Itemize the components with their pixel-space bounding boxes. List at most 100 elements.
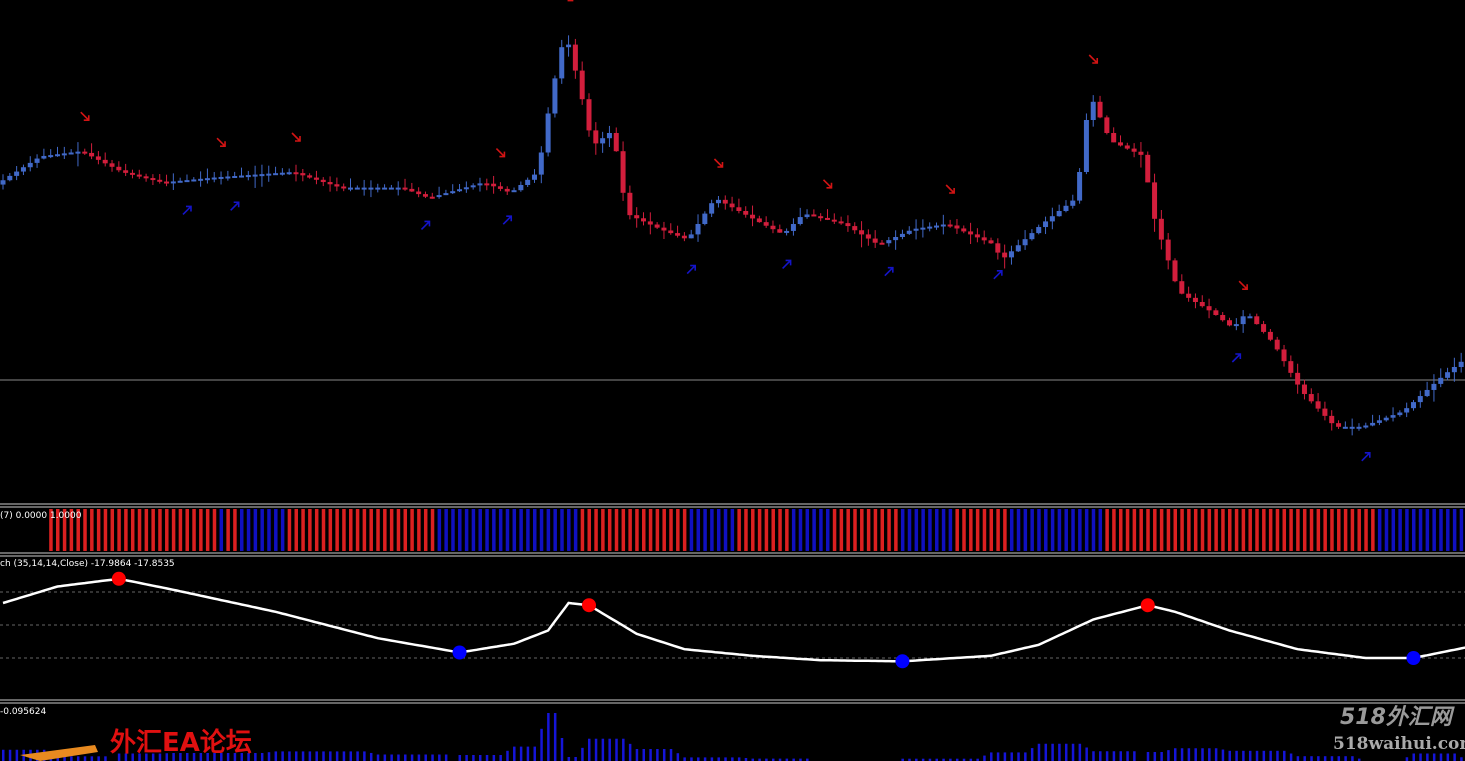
bear-candle [409,188,415,192]
trend-bar [730,509,735,551]
buy-arrow-icon [1231,353,1242,363]
histogram-bar [220,753,223,761]
bull-candle [245,175,251,178]
histogram-bar [1330,756,1334,761]
histogram-bar [1024,752,1027,761]
histogram-bar [342,751,346,761]
bull-candle [232,176,238,179]
trend-bar [1425,509,1430,551]
bear-candle [82,151,88,154]
oscillator-high-dot [582,598,596,613]
trend-bar [1166,509,1171,551]
trend-bar [914,509,919,551]
trend-bar [989,509,994,551]
histogram-bar [703,757,707,761]
trend-bar [880,509,884,551]
histogram-bar [2,749,5,761]
bull-candle [443,193,449,196]
trend-bar [1044,509,1048,551]
histogram-bar [1194,748,1197,761]
bear-candle [654,224,660,228]
bull-candle [450,191,456,194]
histogram-bar [8,749,12,761]
bear-candle [293,172,299,175]
histogram-bar [1269,750,1272,761]
bull-candle [75,151,81,154]
trend-bar [76,509,80,551]
buy-arrow-icon [182,205,192,216]
histogram-bar [1460,757,1463,761]
histogram-bar [158,753,162,761]
trend-bar [996,509,1000,551]
trend-bar [723,509,728,551]
histogram-bar [744,758,748,761]
trend-bar [212,509,217,551]
bear-candle [1329,415,1335,424]
bull-candle [477,183,483,186]
histogram-bar [329,751,332,761]
trend-bar [860,509,864,551]
bear-candle [89,152,95,157]
trend-bar [1016,509,1021,551]
trend-bar [1364,509,1368,551]
trend-bar [1234,509,1239,551]
histogram-bar [799,758,802,761]
bear-candle [1199,302,1205,307]
histogram-bar [138,753,141,761]
histogram-bar [1432,753,1436,761]
histogram-bar [901,758,904,761]
trend-bar [117,509,121,551]
bear-candle [150,178,156,181]
histogram-bar [1133,751,1136,761]
oscillator-line [2,577,1465,663]
trend-bar [941,509,946,551]
oscillator-indicator-label: ch (35,14,14,Close) -17.9864 -17.8535 [0,559,175,569]
histogram-bar [404,754,407,761]
trend-bar [1187,509,1191,551]
histogram-bar [192,753,196,761]
histogram-bar [485,755,489,761]
trend-bar [1118,509,1123,551]
trend-bar [1091,509,1096,551]
trend-bar [158,509,162,551]
trend-bar [853,509,857,551]
bear-candle [320,179,326,183]
bear-candle [627,192,633,216]
bull-candle [198,178,204,181]
histogram-bar [1051,743,1054,761]
histogram-bar [1426,753,1429,761]
bear-candle [661,227,667,231]
histogram-bar [1276,750,1279,761]
oscillator-low-dot [452,645,467,660]
histogram-bar [928,758,932,761]
bear-candle [1274,339,1280,350]
bear-candle [1213,310,1219,315]
histogram-bar [390,754,393,761]
trend-bar [614,509,619,551]
trend-bar [137,509,142,551]
bear-candle [429,196,435,199]
bull-candle [348,187,354,190]
bull-candle [388,187,394,190]
bear-candle [634,215,640,219]
histogram-bar [710,757,714,761]
bear-candle [995,243,1001,253]
bull-candle [1424,389,1430,397]
histogram-bar [962,758,966,761]
trend-bar [62,509,67,551]
trend-bar [560,509,564,551]
bear-candle [1165,239,1171,261]
buy-arrow-icon [686,264,697,275]
histogram-bar [124,753,128,761]
trend-bar [696,509,701,551]
trend-bar [573,509,578,551]
bear-candle [497,186,503,189]
histogram-bar [990,752,993,761]
watermark-logo-text: 外汇EA论坛 [110,728,252,758]
histogram-bar [513,746,516,761]
trend-bar [1357,509,1361,551]
bear-candle [981,237,987,241]
trend-bar [1432,509,1436,551]
bull-candle [518,185,524,191]
histogram-bar [438,754,441,761]
